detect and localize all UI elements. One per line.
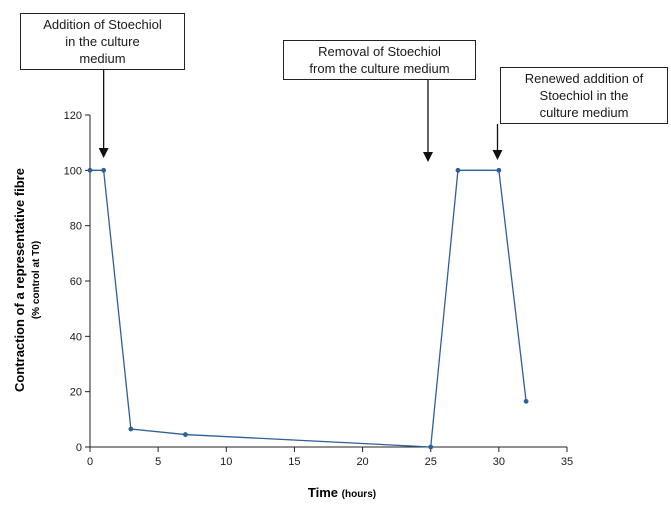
annotation-line: in the culture (65, 34, 140, 49)
x-tick-label: 35 (561, 456, 573, 468)
y-tick-label: 60 (70, 276, 82, 288)
x-tick-label: 10 (220, 456, 232, 468)
data-point (101, 167, 107, 173)
annotation-renewed-addition: Renewed addition of Stoechiol in the cul… (500, 67, 668, 124)
y-tick-label: 0 (76, 442, 82, 454)
data-point (128, 426, 134, 432)
x-tick-label: 25 (425, 456, 437, 468)
axes: 0 5 10 15 20 25 30 35 0 20 40 60 80 100 120 (64, 110, 573, 468)
x-axis-title: Time (hours) (308, 485, 376, 500)
annotation-removal: Removal of Stoechiol from the culture me… (283, 40, 476, 80)
series (87, 167, 529, 450)
x-tick-label: 0 (87, 456, 93, 468)
annotation-line: medium (79, 51, 126, 66)
annotation-line: Addition of Stoechiol (43, 17, 162, 32)
annotation-arrow-head (422, 152, 433, 162)
annotation-line: Stoechiol in the (539, 88, 629, 103)
annotation-arrows (98, 70, 503, 162)
y-tick-label: 40 (70, 331, 82, 343)
data-point (87, 167, 93, 173)
data-point (455, 167, 461, 173)
y-tick-label: 120 (64, 110, 82, 122)
series-line (90, 169, 527, 448)
data-point (428, 444, 434, 450)
x-tick-label: 5 (155, 456, 161, 468)
x-tick-label: 20 (356, 456, 368, 468)
y-tick-label: 100 (64, 165, 82, 177)
annotation-line: culture medium (539, 105, 629, 120)
annotation-line: Removal of Stoechiol (318, 44, 441, 59)
data-point (496, 167, 502, 173)
annotation-line: from the culture medium (309, 61, 450, 76)
annotation-arrow-head (98, 148, 109, 158)
x-tick-label: 30 (493, 456, 505, 468)
y-axis-subtitle: (% control at T0) (31, 241, 42, 319)
annotation-arrow-head (492, 150, 503, 160)
x-tick-label: 15 (288, 456, 300, 468)
x-axis-title-unit: (hours) (342, 489, 376, 500)
y-axis-title: Contraction of a representative fibre (12, 168, 27, 392)
data-point (523, 398, 529, 404)
y-tick-label: 80 (70, 221, 82, 233)
data-point (183, 432, 188, 437)
annotation-line: Renewed addition of (524, 71, 644, 86)
annotation-addition: Addition of Stoechiol in the culture med… (20, 13, 185, 70)
x-axis-title-main: Time (308, 485, 338, 500)
y-tick-label: 20 (70, 387, 82, 399)
